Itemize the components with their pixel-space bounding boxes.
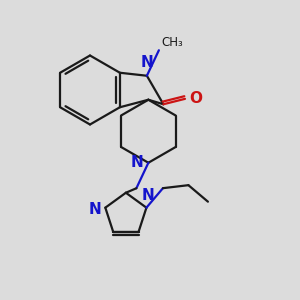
- Text: O: O: [189, 91, 202, 106]
- Text: N: N: [130, 155, 143, 170]
- Text: N: N: [141, 55, 154, 70]
- Text: CH₃: CH₃: [161, 36, 183, 49]
- Text: N: N: [142, 188, 154, 203]
- Text: N: N: [89, 202, 101, 217]
